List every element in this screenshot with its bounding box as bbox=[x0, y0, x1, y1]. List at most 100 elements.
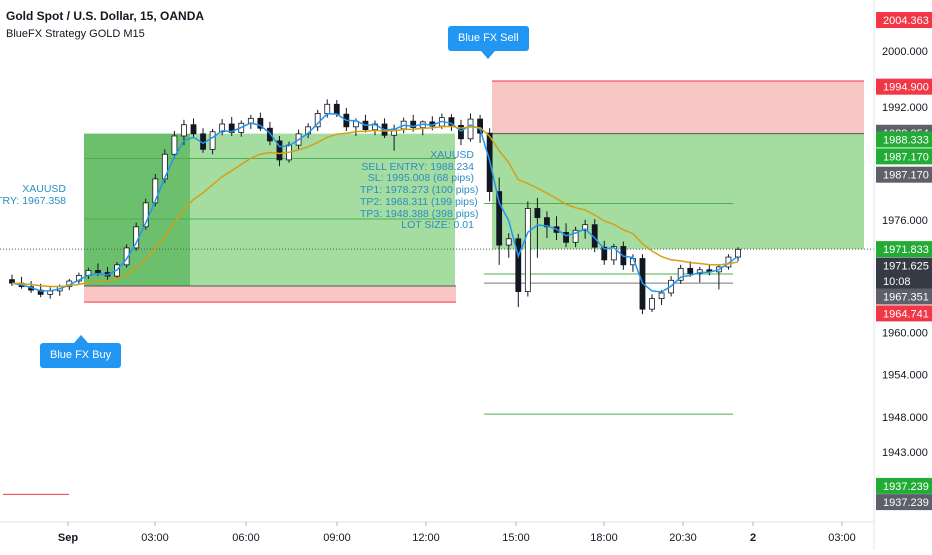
candle-body bbox=[95, 270, 101, 273]
candle-body bbox=[458, 125, 464, 140]
buy-signal-label[interactable]: Blue FX Buy bbox=[40, 335, 122, 368]
price-label-badge bbox=[876, 494, 932, 511]
price-label-badge bbox=[876, 12, 932, 29]
sell-signal-label[interactable]: Blue FX Sell bbox=[448, 26, 529, 59]
price-label-text: 1994.900 bbox=[883, 82, 929, 94]
candle-body bbox=[324, 103, 331, 114]
candle-body bbox=[171, 135, 178, 155]
candle-body bbox=[735, 248, 741, 258]
price-label-text: 1937.239 bbox=[883, 481, 929, 493]
price-label-badge bbox=[876, 166, 932, 183]
candle-body bbox=[601, 246, 608, 261]
sell-stop-zone bbox=[492, 81, 864, 134]
sell-info-line: LOT SIZE: 0.01 bbox=[401, 219, 474, 232]
sell-info-line: SL: 1995.008 (68 pips) bbox=[367, 172, 474, 185]
candle-body bbox=[123, 247, 130, 266]
time-tick-label: 12:00 bbox=[412, 532, 440, 544]
candle-body bbox=[257, 117, 264, 129]
price-label-badge bbox=[876, 241, 932, 258]
candle-body bbox=[563, 232, 569, 243]
time-tick-label: 06:00 bbox=[232, 532, 260, 544]
candle-body bbox=[515, 238, 522, 292]
time-tick-label: 03:00 bbox=[141, 532, 169, 544]
candle-body bbox=[582, 224, 589, 231]
sell-info-line: TP3: 1948.388 (398 pips) bbox=[360, 207, 479, 220]
candle-body bbox=[544, 217, 550, 228]
time-tick-label: 09:00 bbox=[323, 532, 351, 544]
price-tick-label: 1943.000 bbox=[882, 447, 928, 459]
price-label-text: 1987.170 bbox=[883, 170, 929, 182]
sell-info-line: SELL ENTRY: 1988.234 bbox=[361, 160, 474, 173]
time-tick-label: 20:30 bbox=[669, 532, 697, 544]
time-tick-label: 15:00 bbox=[502, 532, 530, 544]
candle-body bbox=[534, 208, 541, 219]
price-label-text: 1967.351 bbox=[883, 292, 929, 304]
price-tick-label: 1948.000 bbox=[882, 412, 928, 424]
candle-body bbox=[410, 120, 417, 128]
price-label-badge bbox=[876, 257, 932, 274]
sell-info-line: TP1: 1978.273 (100 pips) bbox=[360, 184, 479, 197]
candle-body bbox=[477, 118, 483, 134]
candle-body bbox=[333, 103, 340, 115]
buy-stop-zone bbox=[84, 285, 456, 303]
sell-info-line: XAUUSD bbox=[430, 149, 474, 161]
buy-info-line: XAUUSD bbox=[22, 184, 66, 195]
price-label-text: 1971.833 bbox=[883, 244, 929, 256]
candle-body bbox=[37, 289, 44, 295]
price-label-badge bbox=[876, 288, 932, 305]
candle-body bbox=[524, 208, 531, 292]
price-label-text: 1937.239 bbox=[883, 497, 929, 509]
price-tick-label: 1992.000 bbox=[882, 102, 928, 114]
candle-body bbox=[505, 238, 512, 246]
candle-body bbox=[649, 298, 655, 310]
price-label-text: 2004.363 bbox=[883, 15, 929, 27]
price-tick-label: 2000.000 bbox=[882, 46, 928, 58]
time-tick-label: Sep bbox=[58, 532, 78, 544]
candle-body bbox=[687, 267, 694, 274]
sell-info-panel: XAUUSD SELL ENTRY: 1988.234 SL: 1995.008 (… bbox=[360, 149, 479, 232]
symbol-title[interactable]: Gold Spot / U.S. Dollar, 15, OANDA bbox=[6, 9, 205, 23]
candle-body bbox=[228, 123, 235, 133]
price-label-text: 10:08 bbox=[883, 276, 911, 288]
price-label-text: 1971.625 bbox=[883, 261, 929, 273]
candle-body bbox=[467, 118, 474, 140]
candle-body bbox=[448, 117, 455, 126]
candle-body bbox=[209, 131, 216, 150]
buy-info-line: ENTRY: 1967.358 bbox=[0, 194, 66, 207]
candle-body bbox=[152, 178, 159, 204]
price-tick-label: 1960.000 bbox=[882, 327, 928, 339]
sell-target-zone bbox=[492, 133, 864, 250]
buy-tp-zone bbox=[190, 133, 455, 286]
candle-body bbox=[658, 292, 665, 300]
fast-ma-line bbox=[11, 113, 739, 293]
candle-body bbox=[610, 246, 617, 261]
time-tick-label: 18:00 bbox=[590, 532, 618, 544]
buy-tp-zone-dark bbox=[84, 133, 190, 286]
sell-info-line: TP2: 1968.311 (199 pips) bbox=[360, 195, 478, 208]
indicator-title[interactable]: BlueFX Strategy GOLD M15 bbox=[6, 28, 145, 40]
price-label-text: 1988.333 bbox=[883, 134, 929, 146]
price-label-badge bbox=[876, 273, 932, 290]
candle-body bbox=[276, 140, 283, 161]
candle-body bbox=[572, 229, 579, 243]
candle-body bbox=[496, 191, 503, 246]
price-tick-label: 1954.000 bbox=[882, 370, 928, 382]
candle-body bbox=[181, 124, 187, 137]
buy-info-panel: XAUUSDENTRY: 1967.35814.713 (26 pips)71.… bbox=[0, 184, 66, 207]
candle-body bbox=[142, 202, 149, 228]
time-tick-label: 2 bbox=[750, 532, 756, 544]
candle-body bbox=[677, 267, 684, 281]
price-label-badge bbox=[876, 148, 932, 165]
time-tick-label: 03:00 bbox=[828, 532, 856, 544]
price-label-badge bbox=[876, 305, 932, 322]
slow-ma-line bbox=[11, 125, 739, 288]
price-tick-label: 1976.000 bbox=[882, 215, 928, 227]
price-label-badge bbox=[876, 78, 932, 95]
price-label-text: 1987.170 bbox=[883, 151, 929, 163]
price-label-badge bbox=[876, 477, 932, 494]
price-label-text: 1964.741 bbox=[883, 308, 929, 320]
candle-body bbox=[190, 124, 197, 135]
price-label-badge bbox=[876, 131, 932, 148]
